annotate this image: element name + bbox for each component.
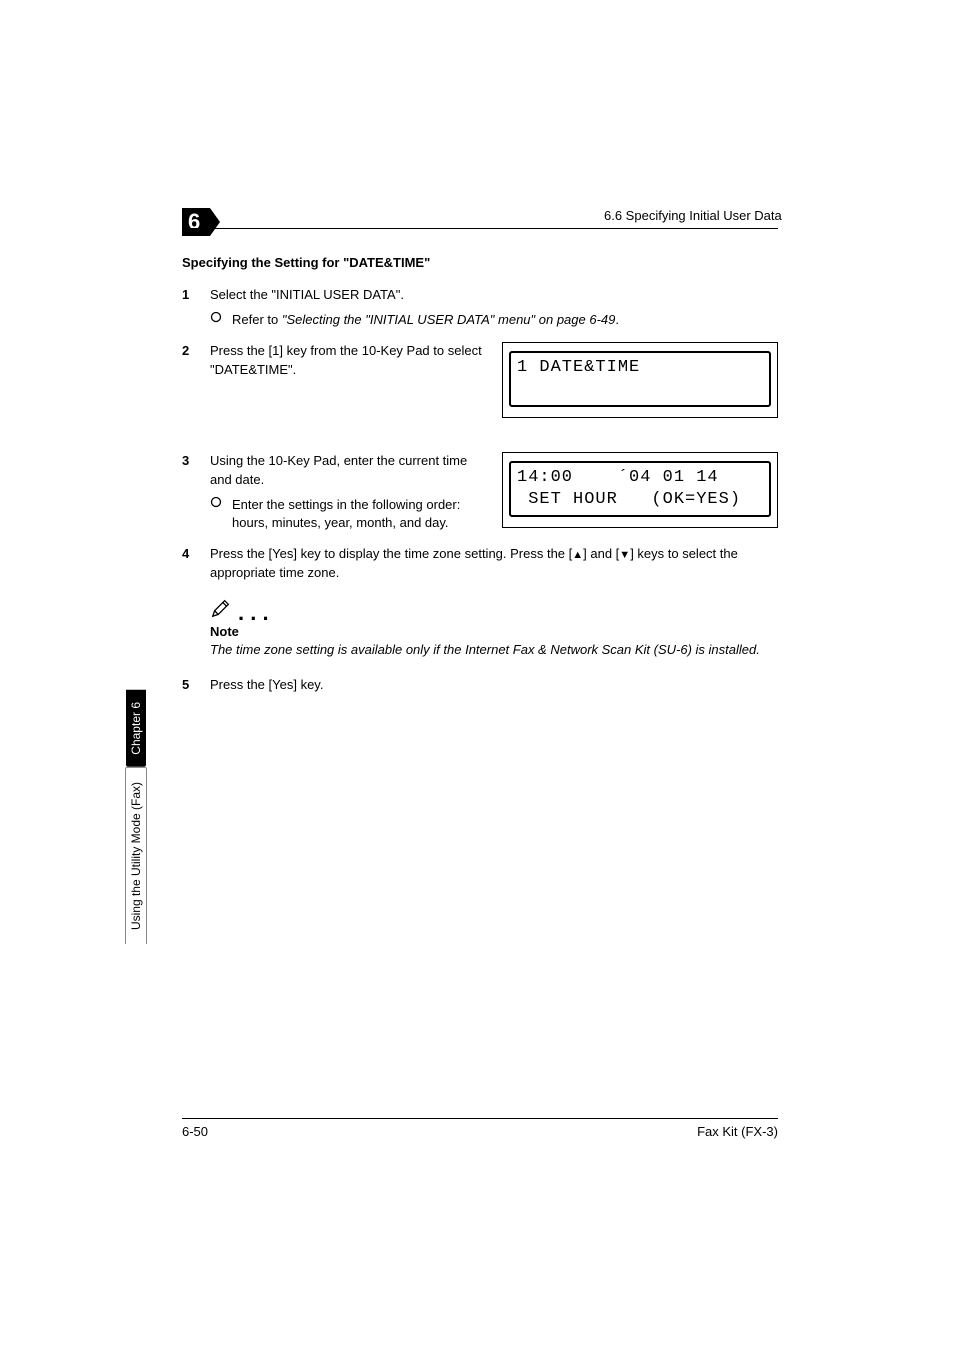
step-5-number: 5 xyxy=(182,676,210,695)
note-dots: . . . xyxy=(238,607,269,613)
section-header: 6.6 Specifying Initial User Data xyxy=(604,208,782,223)
note-icon-row: . . . xyxy=(210,597,778,622)
sub-bullet-icon xyxy=(210,311,232,330)
footer-page-number: 6-50 xyxy=(182,1124,208,1139)
lcd-display-2-screen: 14:00 ´04 01 14 SET HOUR (OK=YES) xyxy=(509,461,771,517)
step-3-body: Using the 10-Key Pad, enter the current … xyxy=(210,452,778,533)
step-4: 4 Press the [Yes] key to display the tim… xyxy=(182,545,778,583)
step-2-text: Press the [1] key from the 10-Key Pad to… xyxy=(210,342,484,380)
step-1-number: 1 xyxy=(182,286,210,330)
chapter-badge: 6 xyxy=(182,208,220,236)
side-chapter-label: Chapter 6 xyxy=(126,690,146,767)
step-1-text: Select the "INITIAL USER DATA". xyxy=(210,287,404,302)
step-1-sub-text: Refer to "Selecting the "INITIAL USER DA… xyxy=(232,311,619,330)
step-2-number: 2 xyxy=(182,342,210,418)
lcd-display-1-screen: 1 DATE&TIME xyxy=(509,351,771,407)
footer-rule xyxy=(182,1118,778,1119)
down-arrow-icon: ▼ xyxy=(619,549,630,561)
step-3: 3 Using the 10-Key Pad, enter the curren… xyxy=(182,452,778,533)
step-4-number: 4 xyxy=(182,545,210,583)
spacer xyxy=(182,430,778,452)
step-3-sub-text: Enter the settings in the following orde… xyxy=(232,496,484,534)
lcd-display-1-line2 xyxy=(517,380,528,399)
step-3-number: 3 xyxy=(182,452,210,533)
page-heading: Specifying the Setting for "DATE&TIME" xyxy=(182,255,778,270)
lcd-display-2-line2: SET HOUR (OK=YES) xyxy=(517,490,741,509)
step-4-text-b: ] and [ xyxy=(583,546,619,561)
side-tab: Chapter 6 Using the Utility Mode (Fax) xyxy=(125,690,147,944)
step-2-body: Press the [1] key from the 10-Key Pad to… xyxy=(210,342,778,418)
step-3-left: Using the 10-Key Pad, enter the current … xyxy=(210,452,484,533)
step-1-sub: Refer to "Selecting the "INITIAL USER DA… xyxy=(210,311,778,330)
lcd-display-1: 1 DATE&TIME xyxy=(502,342,778,418)
side-title-label: Using the Utility Mode (Fax) xyxy=(125,767,147,944)
footer-document-title: Fax Kit (FX-3) xyxy=(697,1124,778,1139)
note-text: The time zone setting is available only … xyxy=(210,641,778,660)
chapter-number: 6 xyxy=(182,208,210,236)
content-area: Specifying the Setting for "DATE&TIME" 1… xyxy=(182,255,778,707)
page: 6 6.6 Specifying Initial User Data Speci… xyxy=(0,0,954,1351)
header-rule xyxy=(182,228,778,229)
sub-bullet-icon xyxy=(210,496,232,534)
step-3-text: Using the 10-Key Pad, enter the current … xyxy=(210,453,467,487)
lcd-display-1-line1: 1 DATE&TIME xyxy=(517,358,640,377)
lcd-display-2-line1: 14:00 ´04 01 14 xyxy=(517,468,719,487)
step-5-text: Press the [Yes] key. xyxy=(210,676,778,695)
note-block: . . . Note The time zone setting is avai… xyxy=(210,597,778,660)
step-3-sub: Enter the settings in the following orde… xyxy=(210,496,484,534)
step-5: 5 Press the [Yes] key. xyxy=(182,676,778,695)
step-1: 1 Select the "INITIAL USER DATA". Refer … xyxy=(182,286,778,330)
step-4-body: Press the [Yes] key to display the time … xyxy=(210,545,778,583)
step-1-sub-suffix: . xyxy=(615,312,619,327)
lcd-display-2: 14:00 ´04 01 14 SET HOUR (OK=YES) xyxy=(502,452,778,528)
chapter-badge-arrow-icon xyxy=(210,208,220,236)
spacer-2 xyxy=(182,660,778,676)
note-label: Note xyxy=(210,624,778,639)
pencil-icon xyxy=(210,597,232,622)
up-arrow-icon: ▲ xyxy=(572,549,583,561)
step-4-text-a: Press the [Yes] key to display the time … xyxy=(210,546,572,561)
step-1-sub-italic: "Selecting the "INITIAL USER DATA" menu"… xyxy=(282,312,616,327)
step-1-body: Select the "INITIAL USER DATA". Refer to… xyxy=(210,286,778,330)
step-2: 2 Press the [1] key from the 10-Key Pad … xyxy=(182,342,778,418)
step-1-sub-prefix: Refer to xyxy=(232,312,282,327)
